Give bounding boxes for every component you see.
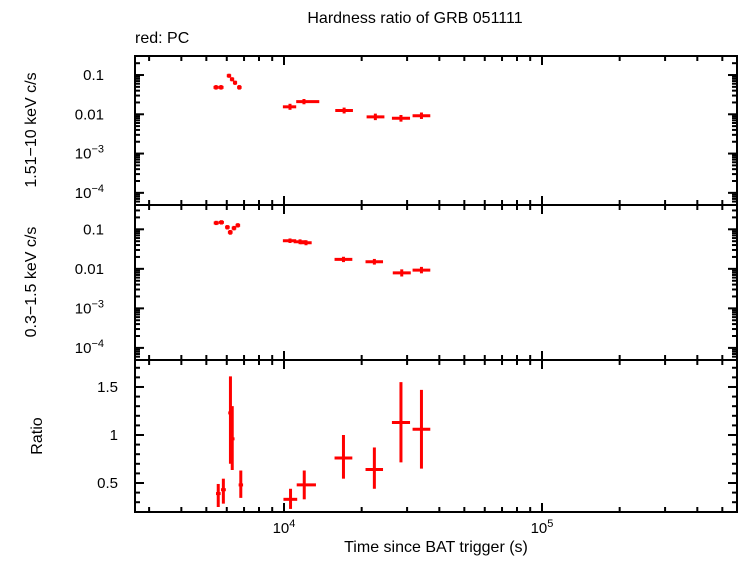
data-point-cross: [237, 85, 242, 90]
data-point-cross: [216, 483, 221, 508]
data-point-cross: [229, 77, 235, 82]
data-point-cross: [412, 389, 431, 469]
y-tick-label: 10−3: [75, 298, 104, 317]
y-tick-label: 1.5: [97, 379, 118, 396]
data-point-cross: [334, 256, 353, 263]
x-tick-label: 104: [273, 518, 296, 537]
data-point-cross: [218, 220, 224, 225]
panel-frame: [134, 359, 738, 513]
legend-pc-label: red: PC: [135, 30, 190, 47]
data-point-cross: [221, 478, 226, 504]
data-point-cross: [226, 73, 232, 78]
y-tick-label: 0.1: [83, 221, 104, 238]
data-point-cross: [213, 220, 219, 226]
data-point-cross: [334, 434, 353, 479]
y-tick-label: 0.01: [75, 106, 104, 123]
data-point-cross: [282, 103, 297, 110]
data-point-cross: [283, 488, 298, 509]
data-point-cross: [365, 447, 384, 489]
data-point-cross: [232, 80, 238, 85]
y-tick-label: 1: [110, 427, 118, 444]
data-point-cross: [391, 382, 411, 463]
data-point-cross: [335, 107, 353, 114]
data-point-cross: [412, 266, 431, 274]
x-tick-label: 105: [531, 518, 554, 537]
data-point-cross: [366, 113, 385, 121]
y-tick-label: 10−4: [75, 338, 104, 357]
y-tick-label: 10−4: [75, 183, 104, 202]
data-point-cross: [296, 99, 320, 105]
data-point-cross: [412, 112, 431, 119]
y-tick-label: 10−3: [75, 144, 104, 163]
data-point-cross: [238, 470, 244, 498]
data-point-cross: [218, 85, 224, 90]
data-point-cross: [391, 114, 411, 122]
y-tick-label: 0.01: [75, 261, 104, 278]
data-point-cross: [296, 470, 316, 500]
data-point-cross: [227, 230, 233, 235]
y-tick-label: 0.1: [83, 67, 104, 84]
data-point-cross: [235, 223, 241, 228]
data-point-cross: [231, 225, 237, 231]
data-point-cross: [213, 85, 219, 90]
data-point-cross: [230, 406, 235, 471]
data-point-cross: [365, 258, 384, 265]
x-axis-title: Time since BAT trigger (s): [344, 539, 528, 556]
panel-hard-band: 0.1 0.01 10−3 10−4: [75, 55, 738, 206]
panel-frame: [134, 55, 738, 206]
data-point-cross: [225, 225, 230, 230]
y-tick-label: 0.5: [97, 475, 118, 492]
panel-soft-band: 0.1 0.01 10−3 10−4: [75, 204, 738, 361]
plot-title: Hardness ratio of GRB 051111: [307, 10, 523, 27]
data-point-cross: [300, 240, 312, 246]
panel-ratio: 1.5 1 0.5: [97, 359, 738, 513]
data-point-cross: [392, 269, 411, 277]
